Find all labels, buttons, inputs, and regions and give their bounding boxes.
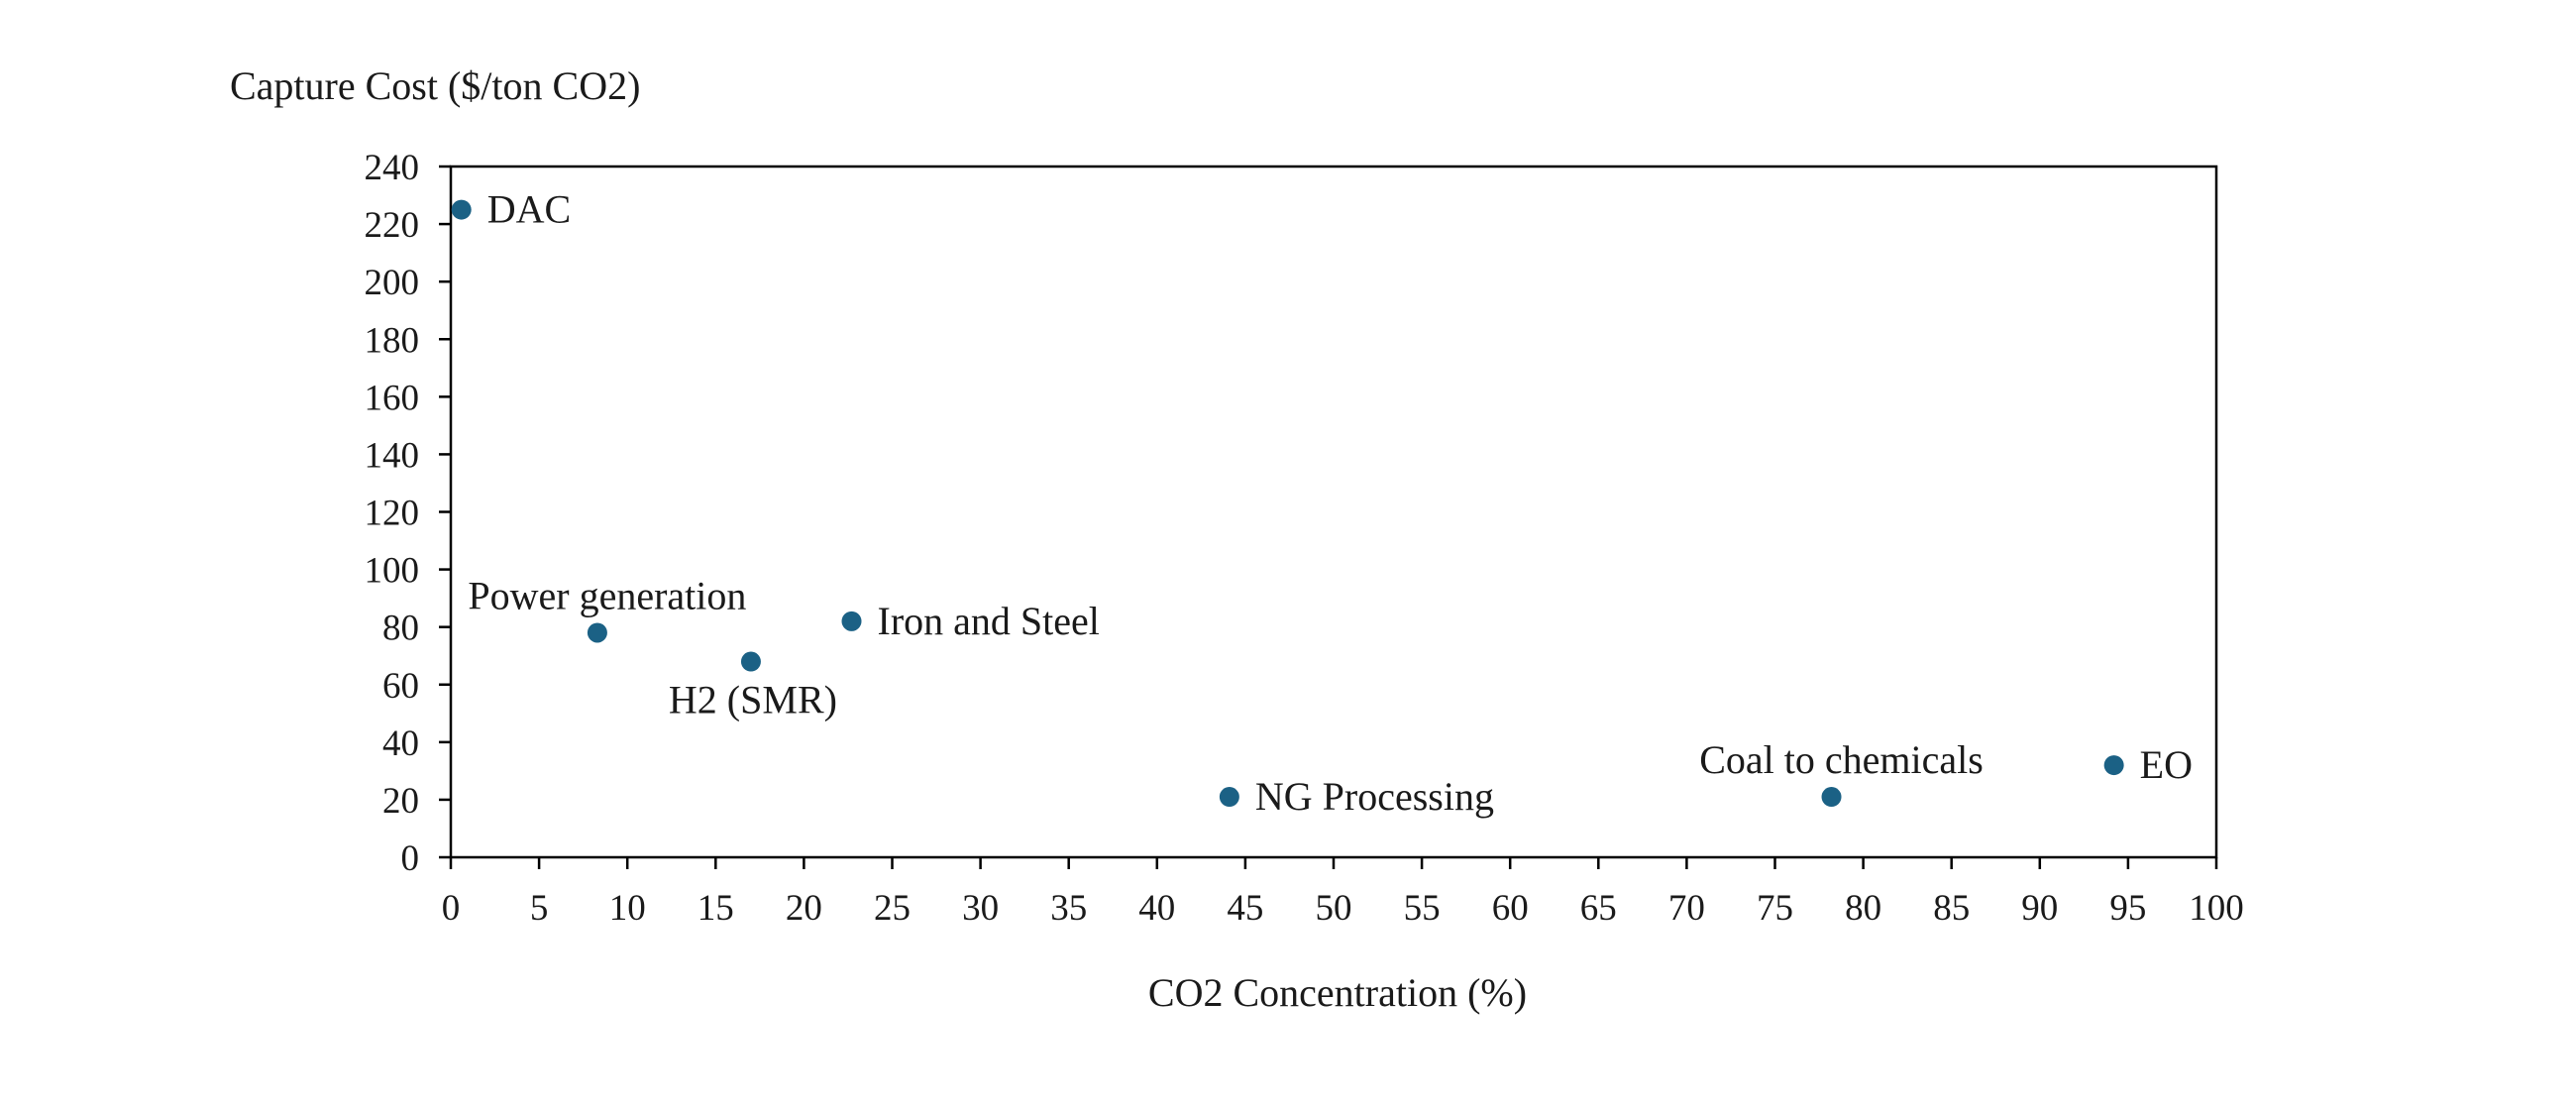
y-tick-label: 60 <box>382 666 419 707</box>
data-point-marker <box>1821 787 1842 808</box>
x-tick-label: 70 <box>1668 888 1705 929</box>
x-tick-label: 15 <box>698 888 734 929</box>
data-point-marker <box>1219 787 1239 808</box>
x-tick-label: 0 <box>442 888 461 929</box>
data-point-label: DAC <box>487 187 571 232</box>
y-tick-label: 120 <box>365 494 420 534</box>
y-tick-label: 160 <box>365 378 420 418</box>
data-point-label: Iron and Steel <box>878 599 1100 643</box>
x-tick-label: 30 <box>962 888 999 929</box>
x-tick-label: 90 <box>2021 888 2058 929</box>
y-tick-label: 200 <box>365 263 420 303</box>
y-tick-label: 180 <box>365 320 420 361</box>
x-tick-label: 100 <box>2189 888 2244 929</box>
data-point-label: Power generation <box>468 573 746 617</box>
data-point-label: Coal to chemicals <box>1699 737 1984 782</box>
y-axis-title: Capture Cost ($/ton CO2) <box>230 63 640 108</box>
y-tick-label: 140 <box>365 435 420 476</box>
data-point-marker <box>740 651 761 672</box>
x-tick-label: 10 <box>609 888 646 929</box>
x-tick-label: 20 <box>786 888 822 929</box>
x-tick-label: 40 <box>1138 888 1175 929</box>
data-point-marker <box>451 199 472 220</box>
x-tick-label: 45 <box>1227 888 1263 929</box>
x-tick-label: 25 <box>874 888 911 929</box>
data-point-label: EO <box>2140 742 2193 787</box>
x-tick-label: 5 <box>530 888 549 929</box>
x-tick-label: 95 <box>2109 888 2146 929</box>
x-tick-label: 60 <box>1492 888 1529 929</box>
data-point-label: NG Processing <box>1255 774 1494 819</box>
data-point-marker <box>2103 755 2124 776</box>
x-axis: 0 5 10 15 20 25 30 35 40 45 50 55 60 65 70 75 80 85 90 95 10… <box>442 857 2244 929</box>
y-tick-label: 0 <box>401 838 420 879</box>
y-tick-label: 80 <box>382 609 419 649</box>
y-axis: 0 20 40 60 80 100 120 140 160 180 200 220 240 <box>365 148 451 879</box>
data-points: DAC Power generation H2 (SMR) Iron and Stee… <box>451 187 2193 819</box>
x-tick-label: 35 <box>1050 888 1087 929</box>
y-tick-label: 240 <box>365 148 420 188</box>
y-tick-label: 100 <box>365 551 420 592</box>
x-tick-label: 80 <box>1845 888 1881 929</box>
x-tick-label: 65 <box>1580 888 1617 929</box>
y-tick-label: 40 <box>382 723 419 764</box>
x-axis-title: CO2 Concentration (%) <box>1148 970 1527 1015</box>
x-tick-label: 85 <box>1933 888 1970 929</box>
data-point-marker <box>841 611 862 631</box>
y-tick-label: 20 <box>382 781 419 822</box>
x-tick-label: 75 <box>1757 888 1793 929</box>
data-point-marker <box>587 622 607 643</box>
x-tick-label: 50 <box>1316 888 1352 929</box>
y-tick-label: 220 <box>365 205 420 246</box>
data-point-label: H2 (SMR) <box>669 678 837 722</box>
x-tick-label: 55 <box>1404 888 1441 929</box>
